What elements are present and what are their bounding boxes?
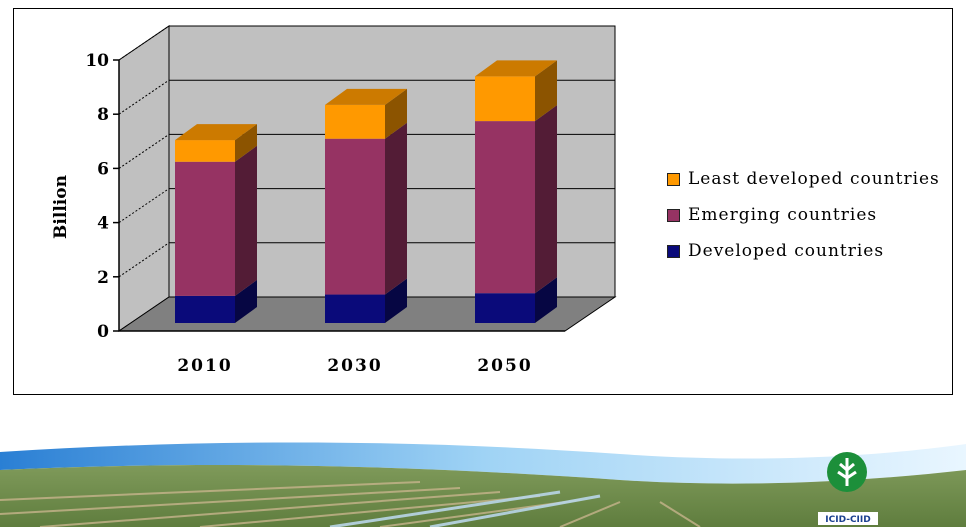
bar-group-2050	[475, 60, 557, 323]
legend-item-least-developed: Least developed countries	[667, 161, 940, 197]
legend-item-emerging: Emerging countries	[667, 197, 940, 233]
legend-swatch-developed	[667, 244, 680, 258]
logo-text: ICID-CIID	[825, 515, 870, 525]
x-tick-label: 2010	[177, 356, 232, 376]
bar-top	[175, 124, 257, 141]
bar-front	[325, 294, 385, 323]
bar-front	[325, 104, 385, 139]
bar-side	[535, 277, 557, 323]
bar-top	[325, 88, 407, 105]
legend-swatch-least-developed	[667, 172, 680, 186]
x-tick-label: 2030	[327, 356, 382, 376]
y-tick-label: 2	[97, 268, 109, 288]
icid-logo: ICID-CIID	[818, 452, 878, 525]
bar-segment	[475, 60, 557, 122]
bar-segment	[475, 277, 557, 323]
bar-segment	[175, 124, 257, 162]
bar-top	[475, 60, 557, 77]
y-tick-label: 8	[97, 105, 109, 125]
bar-side	[385, 88, 407, 139]
stacked-bar-chart: 0 2 4 6 8 10 2010 2030 2050 Billion	[51, 25, 617, 376]
bar-segment	[175, 279, 257, 323]
x-tick-label: 2050	[477, 356, 532, 376]
bar-segment	[175, 145, 257, 296]
bar-front	[175, 161, 235, 296]
banner-wave	[0, 442, 966, 484]
bar-front	[325, 138, 385, 295]
bar-front	[175, 140, 235, 162]
field-banner: ICID-CIID	[0, 430, 966, 527]
bar-side	[535, 60, 557, 122]
bar-group-2010	[175, 124, 257, 323]
bar-front	[475, 76, 535, 122]
bar-segment	[325, 278, 407, 323]
y-axis-title: Billion	[51, 175, 71, 239]
bar-front	[475, 121, 535, 294]
bar-side	[235, 124, 257, 162]
y-tick-label: 10	[85, 51, 109, 71]
legend-label-emerging: Emerging countries	[688, 205, 878, 225]
y-tick-label: 4	[97, 214, 109, 234]
bar-front	[175, 295, 235, 323]
legend-label-least-developed: Least developed countries	[688, 169, 940, 189]
y-tick-label: 0	[97, 322, 109, 342]
legend-item-developed: Developed countries	[667, 233, 940, 269]
legend-swatch-emerging	[667, 208, 680, 222]
chart-side-wall	[118, 25, 170, 332]
bar-segment	[325, 88, 407, 139]
bar-side	[385, 122, 407, 295]
bar-side	[385, 278, 407, 323]
bar-front	[475, 293, 535, 323]
bar-side	[235, 279, 257, 323]
y-tick-label: 6	[97, 159, 109, 179]
bar-segment	[325, 122, 407, 295]
bar-side	[235, 145, 257, 296]
bar-side	[535, 105, 557, 294]
bar-group-2030	[325, 88, 407, 323]
chart-legend: Least developed countries Emerging count…	[667, 161, 940, 269]
bar-segment	[475, 105, 557, 294]
chart-frame: 0 2 4 6 8 10 2010 2030 2050 Billion Least develo…	[13, 8, 953, 395]
legend-label-developed: Developed countries	[688, 241, 885, 261]
